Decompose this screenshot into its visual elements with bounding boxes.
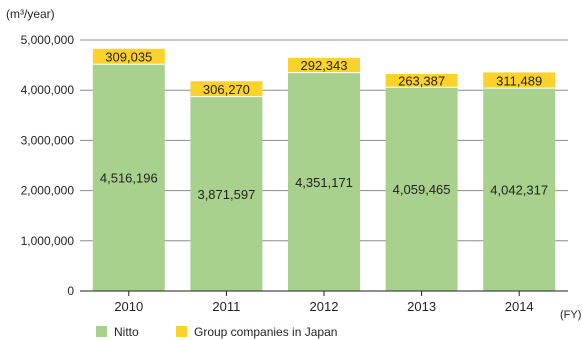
bar-group-companies bbox=[92, 48, 165, 65]
bar-nitto bbox=[288, 72, 360, 291]
legend-swatch bbox=[176, 326, 187, 337]
y-tick-label: 4,000,000 bbox=[21, 83, 75, 97]
bar-nitto bbox=[483, 88, 556, 291]
legend-swatch bbox=[96, 326, 107, 337]
bar-group-companies bbox=[288, 57, 360, 73]
bars: 4,516,196 309,035 3,871,597 306,270 4,351,17… bbox=[92, 48, 556, 292]
legend-label: Nitto bbox=[114, 325, 139, 339]
y-tick-label: 1,000,000 bbox=[21, 234, 75, 248]
bar-group-companies bbox=[190, 81, 263, 97]
data-label-nitto: 3,871,597 bbox=[197, 187, 255, 202]
data-label-group-companies: 306,270 bbox=[203, 82, 250, 97]
data-label-nitto: 4,516,196 bbox=[100, 171, 158, 186]
x-tick-label: 2010 bbox=[114, 299, 143, 314]
x-tick-label: 2012 bbox=[310, 299, 339, 314]
y-tick-label: 3,000,000 bbox=[21, 133, 75, 147]
data-label-group-companies: 309,035 bbox=[105, 50, 152, 65]
y-tick-label: 5,000,000 bbox=[21, 33, 75, 47]
bar-group-companies bbox=[385, 73, 458, 88]
y-axis-ticks: 0 1,000,000 2,000,000 3,000,000 4,000,000 5,0… bbox=[21, 33, 75, 298]
x-axis-ticks: 2010 2011 2012 2013 2014 bbox=[114, 291, 534, 314]
bar-nitto bbox=[92, 64, 165, 292]
y-tick-label: 0 bbox=[67, 284, 74, 298]
x-tick-label: 2014 bbox=[505, 299, 534, 314]
unit-label: (m³/year) bbox=[6, 7, 55, 21]
data-label-group-companies: 292,343 bbox=[301, 58, 348, 73]
x-tick-label: 2011 bbox=[212, 299, 240, 314]
legend-label: Group companies in Japan bbox=[194, 325, 337, 339]
data-label-nitto: 4,059,465 bbox=[393, 182, 451, 197]
y-tick-label: 2,000,000 bbox=[21, 184, 75, 198]
data-label-group-companies: 311,489 bbox=[496, 73, 542, 88]
bar-group-companies bbox=[483, 72, 556, 89]
legend: Nitto Group companies in Japan bbox=[96, 325, 337, 339]
data-label-group-companies: 263,387 bbox=[398, 74, 445, 89]
bar-nitto bbox=[385, 87, 458, 291]
x-tick-label: 2013 bbox=[407, 299, 436, 314]
data-label-nitto: 4,351,171 bbox=[295, 175, 353, 190]
fy-suffix: (FY) bbox=[560, 309, 581, 321]
data-label-nitto: 4,042,317 bbox=[490, 183, 548, 198]
bar-nitto bbox=[190, 96, 263, 291]
